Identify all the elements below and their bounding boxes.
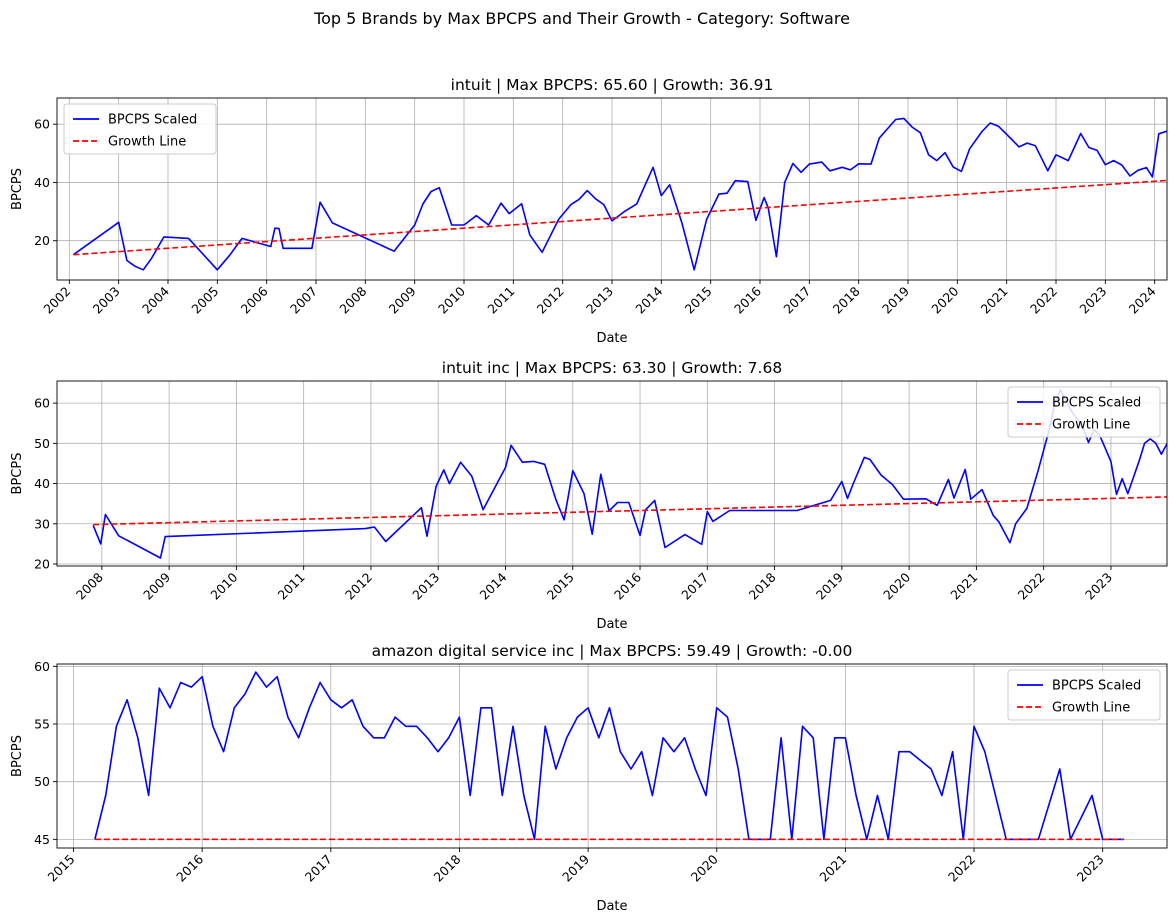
legend-box: [1007, 669, 1161, 721]
y-tick-label: 40: [34, 476, 50, 491]
y-tick-label: 20: [34, 233, 50, 248]
x-tick-label: 2022: [945, 852, 978, 885]
x-tick-label: 2021: [947, 570, 980, 603]
x-tick-label: 2008: [73, 569, 106, 602]
x-tick-label: 2007: [287, 284, 320, 317]
x-tick-label: 2016: [731, 283, 764, 316]
x-tick-label: 2002: [40, 284, 73, 317]
x-tick-label: 2023: [1082, 570, 1115, 603]
x-tick-label: 2018: [746, 569, 779, 602]
legend-label: BPCPS Scaled: [1052, 396, 1141, 411]
y-tick-label: 60: [34, 659, 50, 674]
chart-panel-1: 2002 2003 2004 2005 2006 2007 2008 2009 2010 2011…: [10, 76, 1168, 346]
x-tick-label: 2022: [1027, 284, 1060, 317]
y-axis-label: BPCPS: [10, 453, 25, 495]
chart-title: intuit | Max BPCPS: 65.60 | Growth: 36.9…: [451, 76, 774, 94]
x-axis-label: Date: [596, 899, 627, 914]
y-axis-label: BPCPS: [10, 168, 25, 210]
x-tick-label: 2017: [780, 284, 813, 317]
x-tick-label: 2017: [302, 852, 335, 885]
x-tick-label: 2014: [477, 569, 510, 602]
legend: BPCPS Scaled Growth Line: [63, 103, 217, 155]
chart-panel-3: 2015 2016 2017 2018 2019 2020 2021 2022 2023 45 50…: [10, 642, 1168, 914]
x-tick-label: 2017: [678, 570, 711, 603]
y-tick-label: 50: [34, 436, 50, 451]
x-tick-label: 2012: [534, 284, 567, 317]
y-tick-label: 60: [34, 396, 50, 411]
x-tick-label: 2012: [342, 570, 375, 603]
y-tick-label: 20: [34, 556, 50, 571]
x-tick-label: 2013: [409, 570, 442, 603]
chart-title: intuit inc | Max BPCPS: 63.30 | Growth: …: [442, 359, 782, 377]
x-tick-label: 2011: [275, 570, 308, 603]
legend-label: Growth Line: [1052, 701, 1130, 716]
x-tick-label: 2023: [1076, 284, 1109, 317]
y-tick-label: 50: [34, 774, 50, 789]
x-tick-label: 2020: [928, 283, 961, 316]
x-tick-label: 2010: [435, 283, 468, 316]
y-tick-label: 30: [34, 516, 50, 531]
plot-area-frame: [56, 380, 1168, 567]
bpcps-series-line: [94, 671, 1125, 841]
x-tick-label: 2013: [583, 284, 616, 317]
y-tick-label: 55: [34, 716, 50, 731]
y-tick-label: 45: [34, 832, 50, 847]
x-tick-label: 2006: [238, 283, 271, 316]
legend-label: Growth Line: [108, 135, 186, 150]
legend: BPCPS Scaled Growth Line: [1007, 386, 1161, 438]
x-tick-label: 2003: [90, 284, 123, 317]
growth-line: [73, 179, 1167, 256]
x-tick-label: 2023: [1074, 852, 1107, 885]
x-axis-label: Date: [596, 331, 627, 346]
x-tick-label: 2021: [816, 852, 849, 885]
y-tick-label: 60: [34, 117, 50, 132]
x-tick-label: 2011: [484, 284, 517, 317]
x-tick-label: 2018: [830, 283, 863, 316]
x-tick-label: 2015: [682, 284, 715, 317]
x-tick-label: 2005: [188, 284, 221, 317]
x-tick-label: 2019: [879, 283, 912, 316]
growth-line: [93, 496, 1167, 526]
y-tick-label: 40: [34, 175, 50, 190]
x-tick-label: 2004: [139, 283, 172, 316]
x-tick-label: 2015: [45, 852, 78, 885]
legend-box: [1007, 386, 1161, 438]
figure-suptitle: Top 5 Brands by Max BPCPS and Their Grow…: [313, 9, 850, 28]
x-tick-label: 2024: [1126, 283, 1159, 316]
x-tick-label: 2008: [336, 283, 369, 316]
legend-box: [63, 103, 217, 155]
x-tick-label: 2016: [611, 569, 644, 602]
x-axis-label: Date: [596, 617, 627, 632]
legend-label: Growth Line: [1052, 418, 1130, 433]
x-tick-label: 2020: [880, 569, 913, 602]
x-tick-label: 2018: [430, 851, 463, 884]
legend-label: BPCPS Scaled: [1052, 679, 1141, 694]
x-tick-label: 2010: [207, 569, 240, 602]
chart-title: amazon digital service inc | Max BPCPS: …: [372, 642, 853, 660]
legend: BPCPS Scaled Growth Line: [1007, 669, 1161, 721]
x-tick-label: 2015: [544, 570, 577, 603]
x-tick-label: 2020: [688, 851, 721, 884]
x-tick-label: 2019: [813, 569, 846, 602]
x-tick-label: 2021: [978, 284, 1011, 317]
chart-panel-2: 2008 2009 2010 2011 2012 2013 2014 2015 2016 2017…: [10, 359, 1168, 632]
x-tick-label: 2014: [632, 283, 665, 316]
x-tick-label: 2016: [173, 851, 206, 884]
x-tick-label: 2009: [386, 283, 419, 316]
y-axis-label: BPCPS: [10, 735, 25, 777]
x-tick-label: 2009: [140, 569, 173, 602]
x-tick-label: 2019: [559, 851, 592, 884]
legend-label: BPCPS Scaled: [108, 113, 197, 128]
bpcps-series-line: [72, 117, 1167, 271]
x-tick-label: 2022: [1015, 570, 1048, 603]
plot-area-frame: [56, 663, 1168, 849]
